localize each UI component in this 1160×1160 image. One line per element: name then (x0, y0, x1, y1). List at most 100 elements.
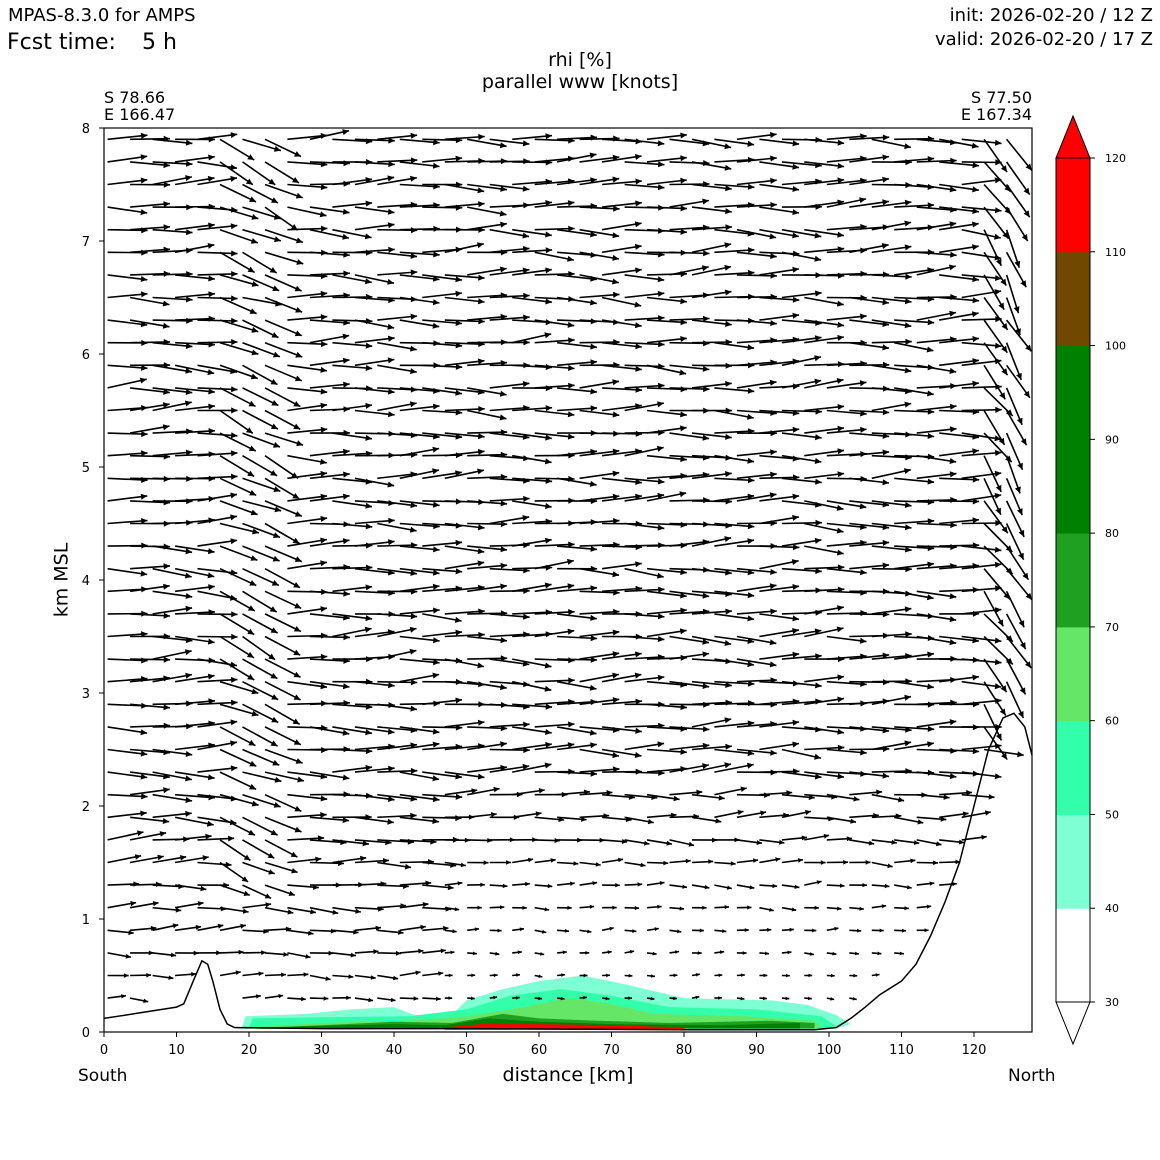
y-tick-2: 2 (82, 800, 104, 815)
wind-vector (287, 560, 328, 570)
colorbar-tick-label: 70 (1105, 621, 1119, 634)
wind-vector (309, 493, 350, 502)
wind-vector (399, 583, 440, 593)
wind-vector (512, 133, 553, 141)
wind-vector (264, 522, 301, 545)
wind-vector (736, 492, 777, 502)
wind-vector (242, 500, 282, 513)
wind-vector (354, 726, 395, 735)
wind-vector (736, 567, 777, 575)
wind-vector (534, 251, 575, 262)
wind-vector (601, 672, 642, 683)
wind-vector (175, 517, 215, 525)
wind-vector (197, 676, 238, 683)
wind-vector (377, 500, 418, 509)
wind-vector (174, 567, 215, 579)
wind-vector (714, 590, 755, 599)
wind-vector (646, 748, 687, 755)
wind-vector (332, 564, 373, 571)
y-tick-label: 0 (82, 1026, 90, 1041)
wind-vector (444, 318, 485, 325)
wind-vector (512, 741, 552, 751)
wind-vector (534, 558, 574, 570)
wind-vector (669, 364, 710, 372)
wind-vector (489, 542, 530, 549)
wind-vector (354, 997, 374, 1003)
x-tick-70: 70 (603, 1032, 620, 1058)
colorbar-tick-label: 110 (1105, 246, 1126, 259)
wind-vector (242, 816, 278, 836)
wind-vector (849, 928, 862, 933)
wind-vector (467, 680, 507, 691)
wind-vector (309, 906, 339, 915)
colorbar-segment-100 (1056, 251, 1090, 347)
wind-vector (983, 703, 1003, 741)
wind-vector (242, 545, 280, 562)
wind-vector (512, 881, 530, 887)
wind-vector (691, 905, 707, 910)
colorbar-tick-90: 90 (1090, 433, 1119, 446)
wind-vector (264, 972, 287, 978)
wind-vector (152, 590, 193, 599)
wind-vector (714, 247, 755, 254)
wind-vector (197, 161, 238, 171)
wind-vector (242, 590, 278, 613)
wind-vector (894, 725, 935, 732)
wind-vector (264, 477, 300, 500)
wind-vector (961, 492, 1002, 502)
wind-vector (219, 545, 258, 561)
wind-vector (174, 175, 215, 186)
wind-vector (152, 672, 193, 683)
wind-vector (467, 521, 508, 528)
wind-vector (916, 403, 957, 412)
x-tick-40: 40 (386, 1032, 402, 1058)
wind-vector (646, 177, 687, 186)
wind-vector (129, 583, 170, 593)
wind-vector (624, 586, 665, 593)
wind-vector (804, 952, 815, 956)
wind-vector (826, 997, 835, 1001)
wind-vector (871, 454, 912, 461)
wind-vector (759, 628, 800, 638)
wind-vector (759, 857, 781, 864)
wind-vector (422, 948, 446, 954)
wind-vector (939, 206, 979, 215)
wind-vector (691, 951, 702, 955)
wind-vector (309, 381, 350, 389)
x-tick-label: 80 (676, 1043, 693, 1058)
wind-vector (624, 341, 665, 348)
wind-vector (894, 518, 935, 525)
wind-vector (691, 973, 700, 977)
wind-vector (489, 495, 530, 502)
colorbar-segment-70 (1056, 533, 1090, 628)
wind-vector (467, 741, 507, 751)
rhi-region-80 (256, 1018, 800, 1029)
wind-vector (759, 584, 800, 593)
wind-vector (175, 403, 215, 412)
wind-vector (174, 771, 215, 781)
x-tick-label: 30 (313, 1043, 330, 1058)
wind-vector (624, 839, 650, 846)
wind-vector (804, 674, 845, 683)
y-tick-label: 5 (82, 461, 90, 476)
wind-vector (377, 269, 418, 276)
wind-vector (354, 222, 395, 231)
wind-vector (714, 341, 755, 351)
wind-vector (736, 449, 777, 457)
wind-vector (871, 296, 912, 305)
wind-vector (1005, 500, 1025, 538)
wind-vector (489, 721, 530, 728)
wind-vector (804, 605, 844, 615)
wind-vector (489, 246, 530, 254)
wind-vector (354, 137, 395, 144)
wind-vector (624, 882, 643, 887)
wind-vector (849, 477, 890, 486)
wind-vector (781, 432, 822, 441)
wind-vector (377, 364, 417, 375)
wind-vector (983, 161, 1012, 193)
colorbar-segment-60 (1056, 626, 1090, 722)
wind-vector (152, 545, 193, 555)
wind-vector (512, 950, 522, 955)
wind-vector (804, 860, 826, 865)
wind-vector (894, 858, 916, 864)
